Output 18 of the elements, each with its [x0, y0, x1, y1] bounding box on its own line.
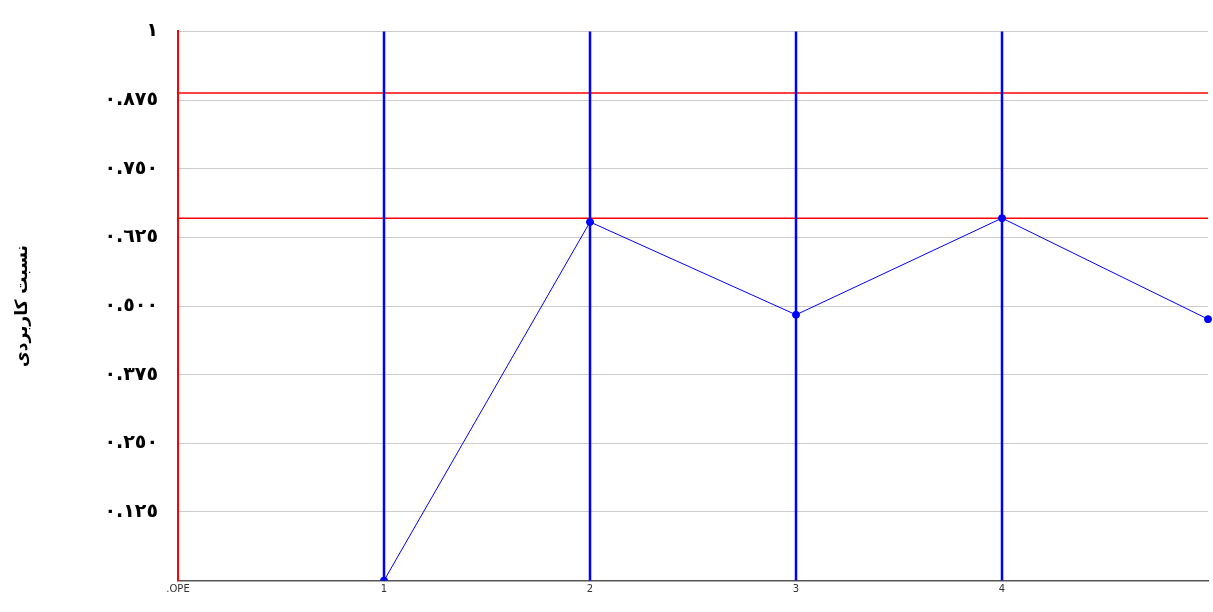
y-tick-label: ٠.٣٧٥	[104, 361, 158, 384]
y-tick-label: ٠.٢٥٠	[104, 430, 158, 453]
x-tick-label: 1	[380, 583, 388, 595]
y-tick-label: ١	[146, 18, 158, 41]
y-tick-label: ٠.٨٧٥	[104, 86, 158, 109]
x-tick-label: 3	[792, 583, 800, 595]
x-tick-label: 2	[586, 583, 594, 595]
y-axis-title: نسبت کاربردی	[10, 245, 32, 367]
x-tick-label: .OPE	[166, 583, 190, 595]
point	[1204, 315, 1212, 324]
y-tick-label: ٠.٥٠٠	[104, 292, 158, 315]
point	[792, 310, 800, 319]
y-tick-label: ٠.٧٥٠	[104, 155, 158, 178]
y-tick-label: ٠.٦٢٥	[104, 224, 158, 247]
x-tick-label: 4	[998, 583, 1006, 595]
y-tick-label: ٠.١٢٥	[104, 498, 158, 521]
point	[998, 214, 1006, 223]
point	[586, 217, 594, 226]
